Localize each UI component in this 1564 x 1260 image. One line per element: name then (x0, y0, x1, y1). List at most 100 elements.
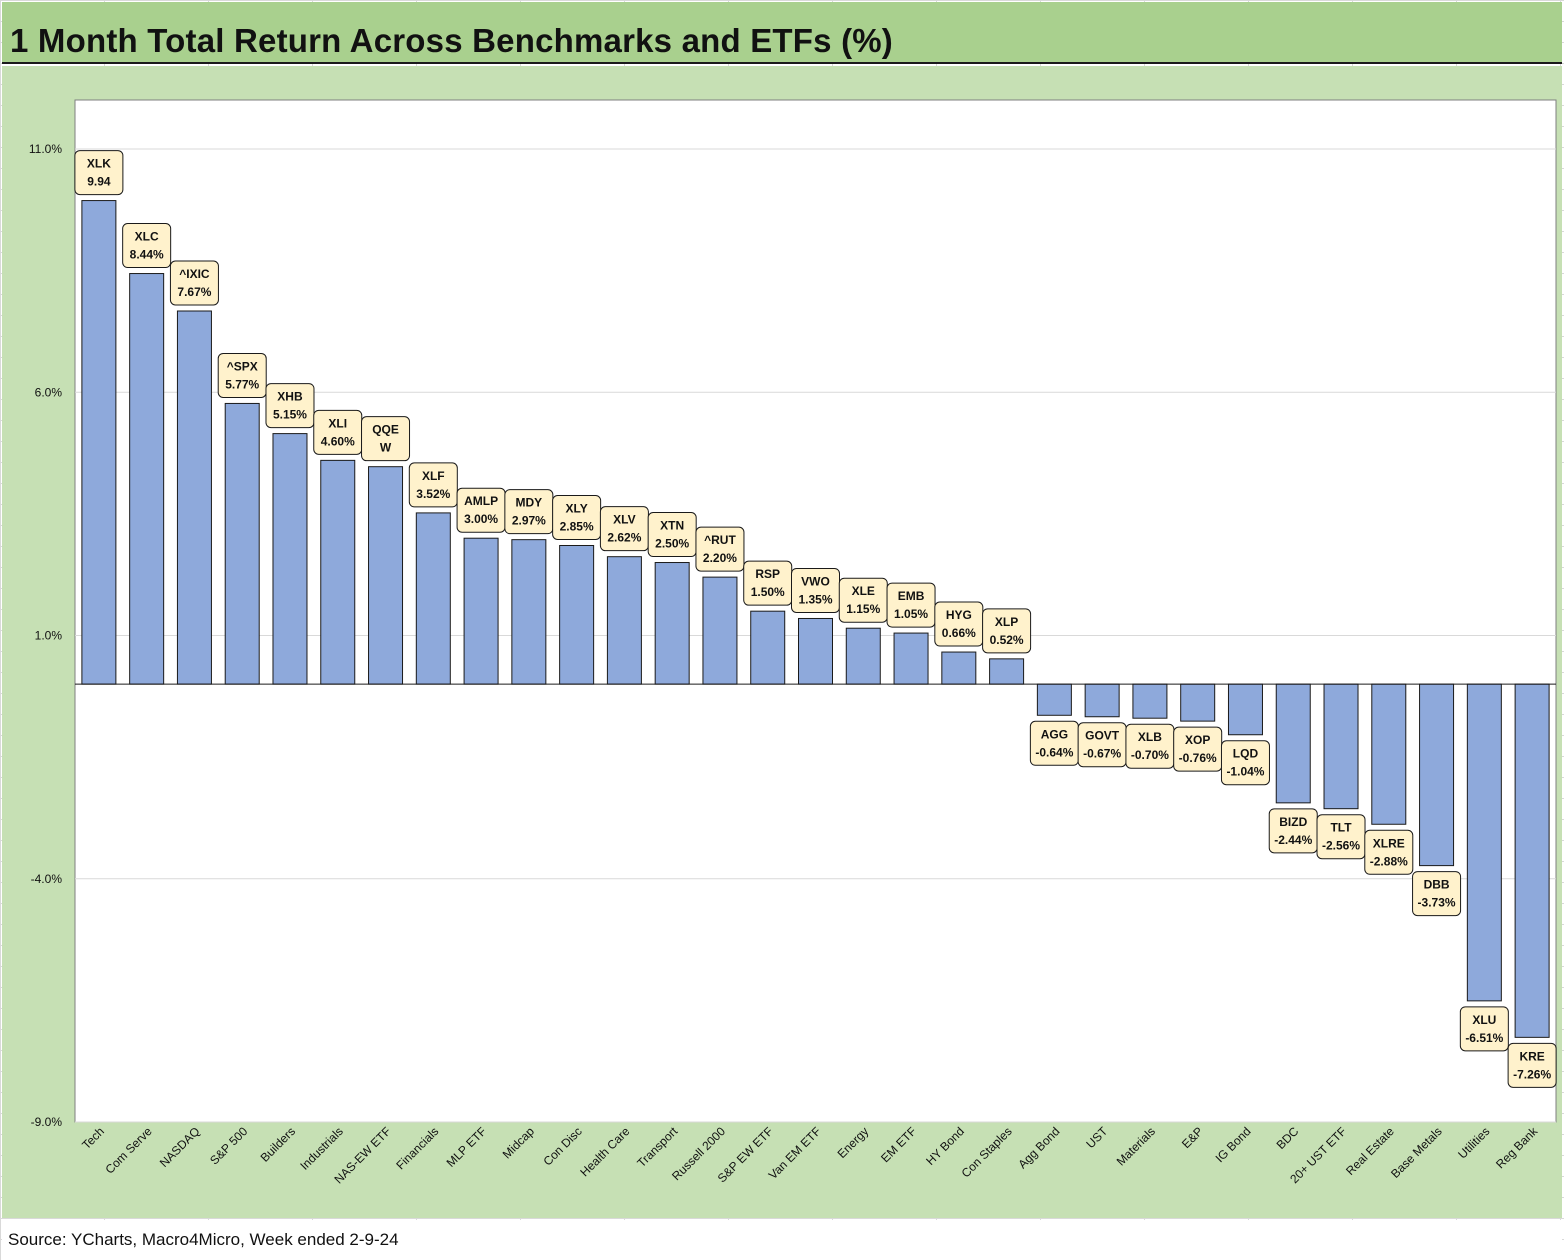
bar-chart[interactable]: -9.0% -4.0% 1.0% 6.0% 11.0% XLK 9.94 XLC 8.44% ^… (2, 66, 1562, 1218)
data-label-box (1507, 1042, 1557, 1088)
x-tick-label: S&P 500 (207, 1124, 250, 1167)
data-label-box (1412, 871, 1462, 917)
bar-bizd[interactable] (1275, 683, 1311, 804)
data-label: EMB 1.05% (886, 582, 936, 628)
data-label-text: TLT (1330, 821, 1352, 835)
bar-xlk[interactable] (81, 200, 117, 685)
data-label-text: -7.26% (1513, 1067, 1551, 1081)
data-label-box (169, 260, 219, 306)
bars (75, 200, 1556, 1038)
x-tick-label: Midcap (500, 1124, 537, 1161)
data-label-text: -2.56% (1322, 839, 1360, 853)
data-label-box (217, 352, 267, 398)
data-label-text: QQE (372, 423, 399, 437)
x-tick-label: Agg Bond (1015, 1124, 1062, 1171)
bar-qqew[interactable] (368, 466, 404, 685)
data-label-text: -0.64% (1035, 745, 1073, 759)
data-label-box (982, 608, 1032, 654)
bar-hyg[interactable] (941, 651, 977, 685)
data-label: XLP 0.52% (982, 608, 1032, 654)
source-note: Source: YCharts, Macro4Micro, Week ended… (8, 1230, 399, 1249)
data-label-text: 2.85% (560, 519, 594, 533)
x-tick-label: IG Bond (1213, 1124, 1254, 1165)
bar-kre[interactable] (1514, 683, 1550, 1038)
data-label-text: EMB (898, 589, 925, 603)
bar-amlp[interactable] (463, 537, 499, 685)
data-label-box (408, 462, 458, 508)
data-label: ^RUT 2.20% (695, 526, 745, 572)
bar-rsp[interactable] (750, 610, 786, 685)
data-label: AMLP 3.00% (456, 487, 506, 533)
data-label: XLK 9.94 (74, 150, 124, 196)
bar-ixic[interactable] (176, 310, 212, 685)
bar-xlv[interactable] (606, 556, 642, 685)
bar-xhb[interactable] (272, 433, 308, 685)
data-label-text: XLP (995, 615, 1018, 629)
bar-xlu[interactable] (1466, 683, 1502, 1002)
data-label-box (265, 383, 315, 429)
bar-xlf[interactable] (415, 512, 451, 685)
data-label-text: 1.15% (846, 602, 880, 616)
x-tick-label: Materials (1114, 1124, 1158, 1168)
bar-tlt[interactable] (1323, 683, 1359, 810)
bar-xlc[interactable] (129, 273, 165, 685)
bar-xlb[interactable] (1132, 683, 1168, 719)
data-label: RSP 1.50% (743, 560, 793, 606)
data-label: XTN 2.50% (647, 512, 697, 558)
x-tick-label: Con Staples (959, 1124, 1015, 1180)
data-label-text: XLRE (1373, 836, 1405, 850)
data-label-text: -2.44% (1274, 833, 1312, 847)
bar-xly[interactable] (559, 544, 595, 685)
bar-xle[interactable] (845, 627, 881, 685)
data-label-text: BIZD (1279, 815, 1307, 829)
bar-xop[interactable] (1180, 683, 1216, 722)
data-label-box (1364, 829, 1414, 875)
x-tick-label: Base Metals (1388, 1124, 1445, 1181)
data-label-text: -0.70% (1131, 748, 1169, 762)
y-tick-label: 1.0% (35, 629, 63, 643)
data-label: DBB -3.73% (1412, 871, 1462, 917)
data-label-text: ^IXIC (179, 267, 210, 281)
bar-vwo[interactable] (798, 617, 833, 685)
data-label-text: XLF (422, 469, 445, 483)
data-label-text: 9.94 (87, 175, 111, 189)
data-label-text: AMLP (464, 494, 498, 508)
data-label: HYG 0.66% (934, 601, 984, 647)
data-label-text: -1.04% (1226, 765, 1264, 779)
data-label-text: 0.66% (942, 626, 976, 640)
data-label: ^SPX 5.77% (217, 352, 267, 398)
bar-xlp[interactable] (989, 658, 1025, 685)
x-tick-label: Industrials (297, 1124, 346, 1173)
data-label: XLC 8.44% (122, 223, 172, 269)
bar-mdy[interactable] (511, 539, 547, 685)
data-label-text: 3.52% (416, 487, 450, 501)
data-label-text: XLK (87, 157, 111, 171)
bar-spx[interactable] (224, 402, 260, 685)
bar-xli[interactable] (320, 459, 356, 685)
data-label: XLF 3.52% (408, 462, 458, 508)
data-label-text: 8.44% (130, 248, 164, 262)
data-label-text: GOVT (1085, 729, 1120, 743)
y-axis: -9.0% -4.0% 1.0% 6.0% 11.0% (29, 142, 62, 1129)
data-label-text: 0.52% (990, 633, 1024, 647)
bar-xtn[interactable] (654, 562, 690, 685)
bar-govt[interactable] (1084, 683, 1120, 718)
bar-rut[interactable] (702, 576, 738, 685)
data-label-text: XOP (1185, 733, 1210, 747)
x-tick-label: HY Bond (923, 1124, 967, 1168)
bar-xlre[interactable] (1371, 683, 1407, 825)
data-label: LQD -1.04% (1220, 740, 1270, 786)
data-label: QQE W (361, 416, 411, 462)
x-tick-label: BDC (1274, 1124, 1302, 1152)
bar-lqd[interactable] (1227, 683, 1263, 736)
bar-agg[interactable] (1036, 683, 1072, 716)
chart-area[interactable]: -9.0% -4.0% 1.0% 6.0% 11.0% XLK 9.94 XLC 8.44% ^… (2, 66, 1562, 1218)
data-label-text: HYG (946, 608, 972, 622)
data-label: AGG -0.64% (1029, 720, 1079, 766)
bar-dbb[interactable] (1419, 683, 1455, 867)
bar-emb[interactable] (893, 632, 929, 685)
data-label-text: DBB (1424, 878, 1450, 892)
data-label-text: -0.67% (1083, 747, 1121, 761)
data-label-box (74, 150, 124, 196)
x-tick-label: Com Serve (102, 1124, 155, 1177)
